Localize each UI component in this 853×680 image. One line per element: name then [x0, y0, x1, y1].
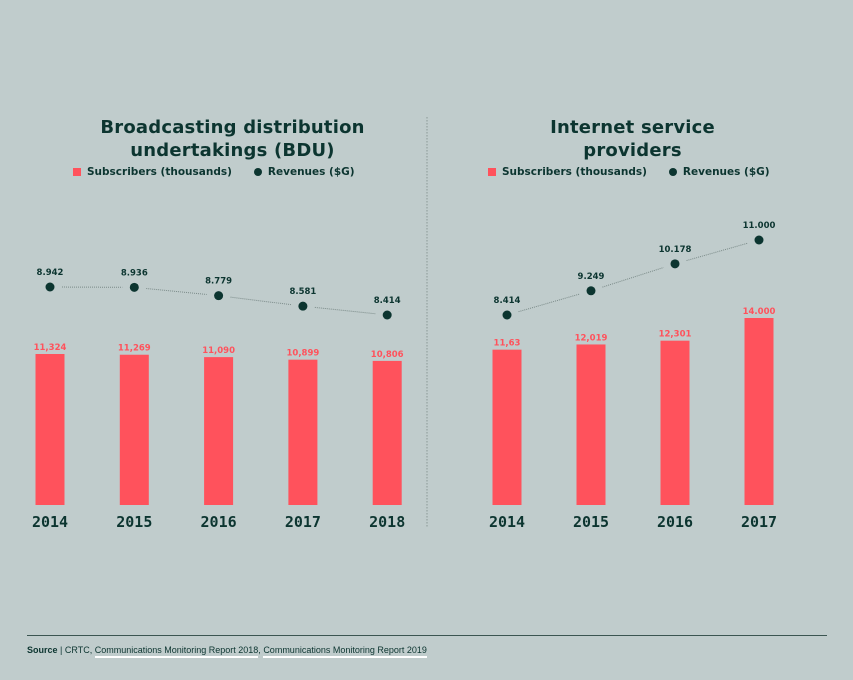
- subscribers-legend-swatch: [73, 168, 81, 176]
- subscribers-bar: [492, 349, 522, 505]
- subscribers-bar: [204, 357, 234, 505]
- year-tick-label: 2014: [489, 513, 525, 531]
- revenue-data-label: 9.249: [578, 272, 605, 282]
- revenue-point: [129, 282, 139, 292]
- source-separator: |: [57, 645, 65, 655]
- subscribers-bar: [372, 360, 402, 505]
- revenue-trend-line: [686, 242, 748, 262]
- bdu-legend: Subscribers (thousands) Revenues ($G): [73, 166, 355, 178]
- revenue-point: [586, 286, 596, 296]
- isp-legend: Subscribers (thousands) Revenues ($G): [488, 166, 770, 178]
- subscribers-data-label: 12,019: [575, 333, 608, 343]
- subscribers-bar: [35, 354, 65, 505]
- isp-chart: 11,63 2014 12,019 2015 12,301 2016 14.000 2017 8…: [489, 221, 777, 531]
- subscribers-legend-swatch: [488, 168, 496, 176]
- revenue-data-label: 8.942: [37, 268, 64, 278]
- subscribers-bar: [576, 344, 606, 505]
- revenue-data-label: 11.000: [743, 221, 776, 231]
- bdu-legend-subscribers: Subscribers (thousands): [87, 166, 232, 178]
- source-link-2018[interactable]: Communications Monitoring Report 2018: [94, 645, 259, 658]
- subscribers-data-label: 11,269: [118, 344, 151, 354]
- source-note: Source | CRTC, Communications Monitoring…: [27, 645, 427, 658]
- revenue-point: [754, 235, 764, 245]
- revenue-data-label: 8.581: [289, 287, 316, 297]
- subscribers-data-label: 10,899: [286, 349, 319, 359]
- bdu-title-line-2: undertakings (BDU): [130, 140, 335, 161]
- bdu-chart: 11,324 2014 11,269 2015 11,090 2016 10,899 2017…: [32, 268, 405, 531]
- source-link-2019[interactable]: Communications Monitoring Report 2019: [263, 645, 427, 658]
- subscribers-data-label: 12,301: [659, 330, 692, 340]
- revenue-data-label: 10.178: [659, 245, 692, 255]
- source-comma: ,: [258, 645, 264, 655]
- isp-legend-subscribers: Subscribers (thousands): [502, 166, 647, 178]
- revenue-point: [502, 310, 512, 320]
- subscribers-bar: [288, 359, 318, 505]
- bdu-title-line-1: Broadcasting distribution: [100, 117, 365, 138]
- year-tick-label: 2016: [201, 513, 237, 531]
- subscribers-bar: [119, 354, 149, 505]
- revenue-data-label: 8.414: [494, 296, 521, 306]
- revenue-data-label: 8.414: [374, 296, 401, 306]
- revenue-point: [214, 291, 224, 301]
- revenue-point: [382, 310, 392, 320]
- source-org: CRTC,: [64, 645, 95, 655]
- source-label: Source: [27, 645, 58, 655]
- year-tick-label: 2018: [369, 513, 405, 531]
- isp-title-line-2: providers: [583, 140, 682, 161]
- footer-divider: [27, 635, 827, 636]
- year-tick-label: 2017: [741, 513, 777, 531]
- year-tick-label: 2017: [285, 513, 321, 531]
- subscribers-data-label: 14.000: [743, 307, 776, 317]
- bdu-chart-title: Broadcasting distribution undertakings (…: [40, 116, 425, 162]
- year-tick-label: 2016: [657, 513, 693, 531]
- isp-title-line-1: Internet service: [550, 117, 715, 138]
- year-tick-label: 2015: [116, 513, 152, 531]
- revenue-trend-line: [602, 267, 664, 288]
- revenue-trend-line: [146, 288, 207, 295]
- isp-legend-revenues: Revenues ($G): [682, 166, 770, 178]
- year-tick-label: 2015: [573, 513, 609, 531]
- year-tick-label: 2014: [32, 513, 68, 531]
- revenues-legend-dot: [253, 168, 262, 176]
- revenue-trend-line: [518, 293, 580, 313]
- revenue-data-label: 8.936: [121, 268, 148, 278]
- revenue-point: [670, 259, 680, 269]
- subscribers-data-label: 11,63: [494, 339, 521, 349]
- subscribers-data-label: 11,324: [34, 343, 67, 353]
- subscribers-data-label: 11,090: [202, 346, 235, 356]
- revenue-point: [298, 301, 308, 311]
- subscribers-data-label: 10,806: [371, 350, 404, 360]
- bdu-legend-revenues: Revenues ($G): [267, 166, 355, 178]
- revenue-point: [45, 282, 55, 292]
- isp-chart-title: Internet service providers: [440, 116, 825, 162]
- subscribers-bar: [660, 340, 690, 505]
- revenues-legend-dot: [668, 168, 677, 176]
- subscribers-bar: [744, 318, 774, 505]
- revenue-data-label: 8.779: [205, 277, 232, 287]
- revenue-trend-line: [230, 296, 292, 306]
- revenue-trend-line: [314, 306, 376, 315]
